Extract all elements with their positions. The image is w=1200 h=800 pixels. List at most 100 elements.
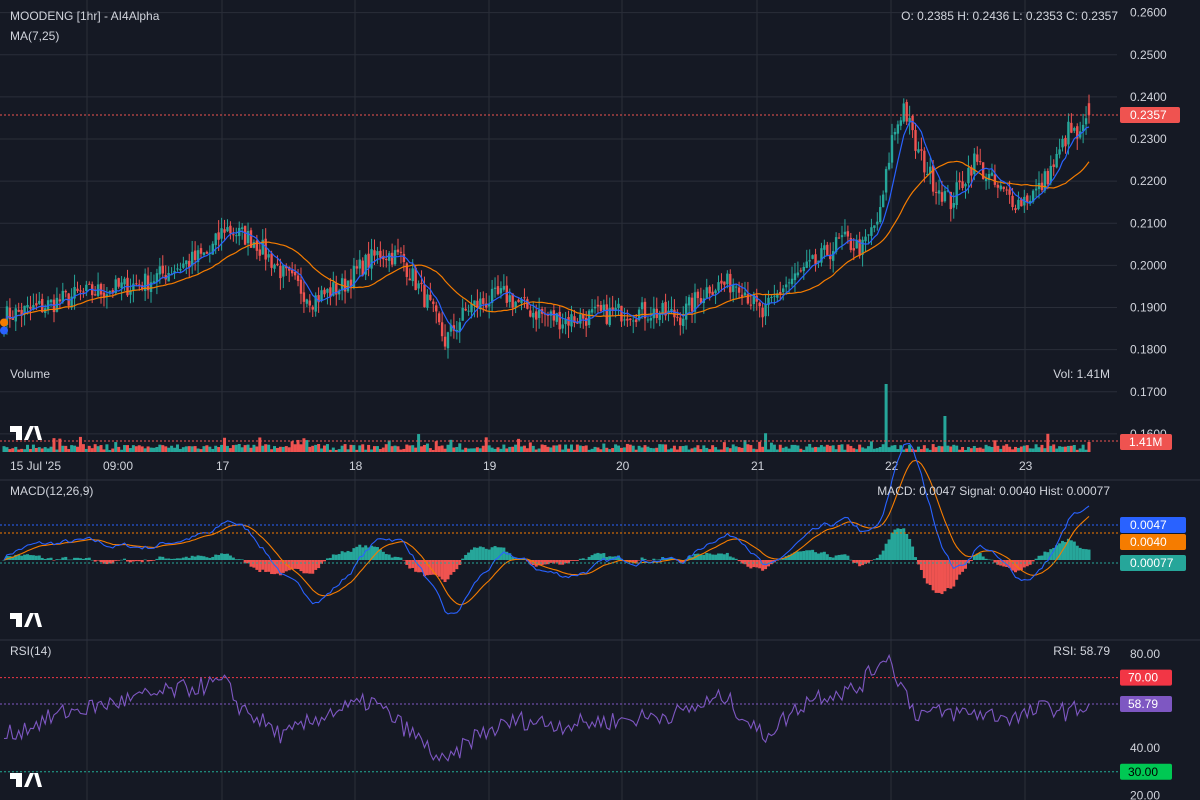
candle-body [917,149,920,153]
candle-body [138,284,141,286]
candle-body [931,165,935,192]
candle-body [802,266,805,272]
volume-bar [378,449,382,452]
macd-hist-bar [131,560,135,562]
macd-hist-bar [314,560,318,570]
volume-bar [987,446,991,452]
candle-body [408,278,411,281]
volume-bar [434,441,438,452]
volume-bar [367,444,371,452]
volume-bar [361,444,365,452]
macd-hist-bar [167,558,171,560]
candle-body [205,251,209,254]
candle-body [1011,195,1014,208]
price-axis-label: 0.2500 [1130,48,1167,62]
candle-body [449,324,453,332]
candle-body [182,263,185,268]
macd-hist-bar [578,558,582,560]
volume-bar [355,449,359,452]
candle-body [376,251,379,256]
volume-bar [1066,445,1070,452]
volume-bar [834,449,838,452]
candle-body [649,318,653,321]
macd-hist-bar [496,547,500,560]
macd-hist-bar [76,557,80,560]
macd-hist-bar [978,553,982,560]
volume-bar [1069,445,1073,452]
volume-bar [137,445,141,452]
macd-hist-bar [249,560,253,567]
volume-bar [543,445,547,452]
volume-bar [64,445,68,452]
volume-bar [496,447,500,452]
macd-hist-bar [687,556,691,560]
volume-bar [869,441,873,452]
volume-bar [914,449,918,452]
volume-bar [552,445,556,452]
candle-body [435,305,438,312]
volume-bar [420,446,424,452]
macd-hist-bar [293,560,297,569]
macd-hist-bar [787,554,791,560]
candle-body [396,249,400,253]
candle-body [934,191,938,193]
candle-body [1028,200,1032,204]
candle-body [479,298,482,310]
macd-hist-bar [499,547,503,560]
volume-bar [1058,446,1062,452]
candle-body [499,288,503,294]
volume-bar [896,449,900,452]
volume-bar [743,440,747,452]
time-axis-label: 23 [1019,459,1033,473]
candle-body [190,251,194,266]
volume-bar [487,445,491,452]
volume-bar [302,438,306,452]
candle-body [320,290,323,301]
volume-bar [717,449,721,452]
volume-bar [52,438,56,452]
volume-bar [649,447,653,452]
candle-body [161,265,164,274]
candle-body [787,282,791,284]
candle-body [1067,121,1070,145]
volume-bar [1049,445,1053,452]
volume-bar [887,447,891,452]
volume-bar [684,445,688,452]
volume-bar [320,448,324,452]
volume-bar [990,446,994,452]
volume-bar [972,446,976,452]
macd-hist-bar [667,558,671,560]
macd-hist-bar [861,560,865,566]
macd-hist-bar [125,560,129,562]
volume-bar [431,449,435,452]
volume-bar [23,449,27,452]
candle-body [611,307,614,311]
candle-body [979,161,982,163]
volume-bar [784,446,788,452]
macd-hist-bar [758,560,762,569]
candle-body [82,291,85,293]
candle-body [196,250,200,263]
macd-hist-bar [152,560,156,561]
macd-hist-bar [572,560,576,561]
candle-body [876,221,879,225]
volume-bar [952,444,956,452]
candle-body [249,230,253,248]
candle-body [502,286,506,290]
macd-hist-bar [1046,552,1050,560]
volume-bar [1072,445,1076,452]
volume-bar [846,444,850,452]
macd-hist-bar [175,558,179,560]
macd-hist-bar [814,552,818,560]
candle-body [1014,208,1017,210]
volume-bar [422,444,426,452]
macd-hist-bar [678,560,682,563]
macd-hist-bar [117,560,121,561]
macd-hist-bar [225,553,229,560]
macd-hist-bar [714,554,718,560]
candle-body [520,299,523,304]
volume-bar [370,449,374,452]
volume-bar [405,444,409,452]
volume-bar [719,449,723,452]
